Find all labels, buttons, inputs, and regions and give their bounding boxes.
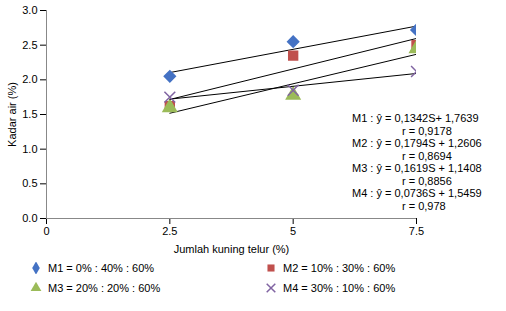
svg-text:2.0: 2.0 <box>22 73 37 85</box>
svg-text:0: 0 <box>43 225 49 237</box>
html-text:M1 : ŷ = 0,1342S+ 1,7639: M1 : ŷ = 0,1342S+ 1,7639 <box>352 112 479 124</box>
html-text:r = 0,9178: r = 0,9178 <box>402 124 452 137</box>
svg-text:2.5: 2.5 <box>22 39 37 51</box>
html-text:r = 0,978: r = 0,978 <box>402 199 446 212</box>
html-text:M1 = 0% : 40% : 60%: M1 = 0% : 40% : 60% <box>48 262 155 274</box>
html-text:r = 0,8856: r = 0,8856 <box>402 174 452 187</box>
svg-text:1.0: 1.0 <box>22 143 37 155</box>
svg-text:0.0: 0.0 <box>22 212 37 224</box>
html-text:M2 : ŷ = 0,1794S + 1,2606: M2 : ŷ = 0,1794S + 1,2606 <box>352 137 482 149</box>
svg-text:1.5: 1.5 <box>22 108 37 120</box>
svg-text:Jumlah kuning telur (%): Jumlah kuning telur (%) <box>174 243 290 255</box>
html-text:M3 : ŷ = 0,1619S + 1,1408: M3 : ŷ = 0,1619S + 1,1408 <box>352 162 482 174</box>
html-text:M3 = 20% : 20% : 60%: M3 = 20% : 20% : 60% <box>48 282 161 294</box>
html-text:M2 = 10% : 30% : 60%: M2 = 10% : 30% : 60% <box>283 262 396 274</box>
html-text:M4 : ŷ = 0,0736S + 1,5459: M4 : ŷ = 0,0736S + 1,5459 <box>352 187 482 199</box>
svg-text:7.5: 7.5 <box>409 225 424 237</box>
html-text:r = 0,8694: r = 0,8694 <box>402 149 452 162</box>
html-text:M4 = 30% : 10% : 60%: M4 = 30% : 10% : 60% <box>283 282 396 294</box>
svg-text:Kadar air (%): Kadar air (%) <box>6 82 18 147</box>
svg-text:0.5: 0.5 <box>22 177 37 189</box>
svg-text:5: 5 <box>290 225 296 237</box>
svg-text:3.0: 3.0 <box>22 4 37 16</box>
svg-text:2.5: 2.5 <box>162 225 177 237</box>
